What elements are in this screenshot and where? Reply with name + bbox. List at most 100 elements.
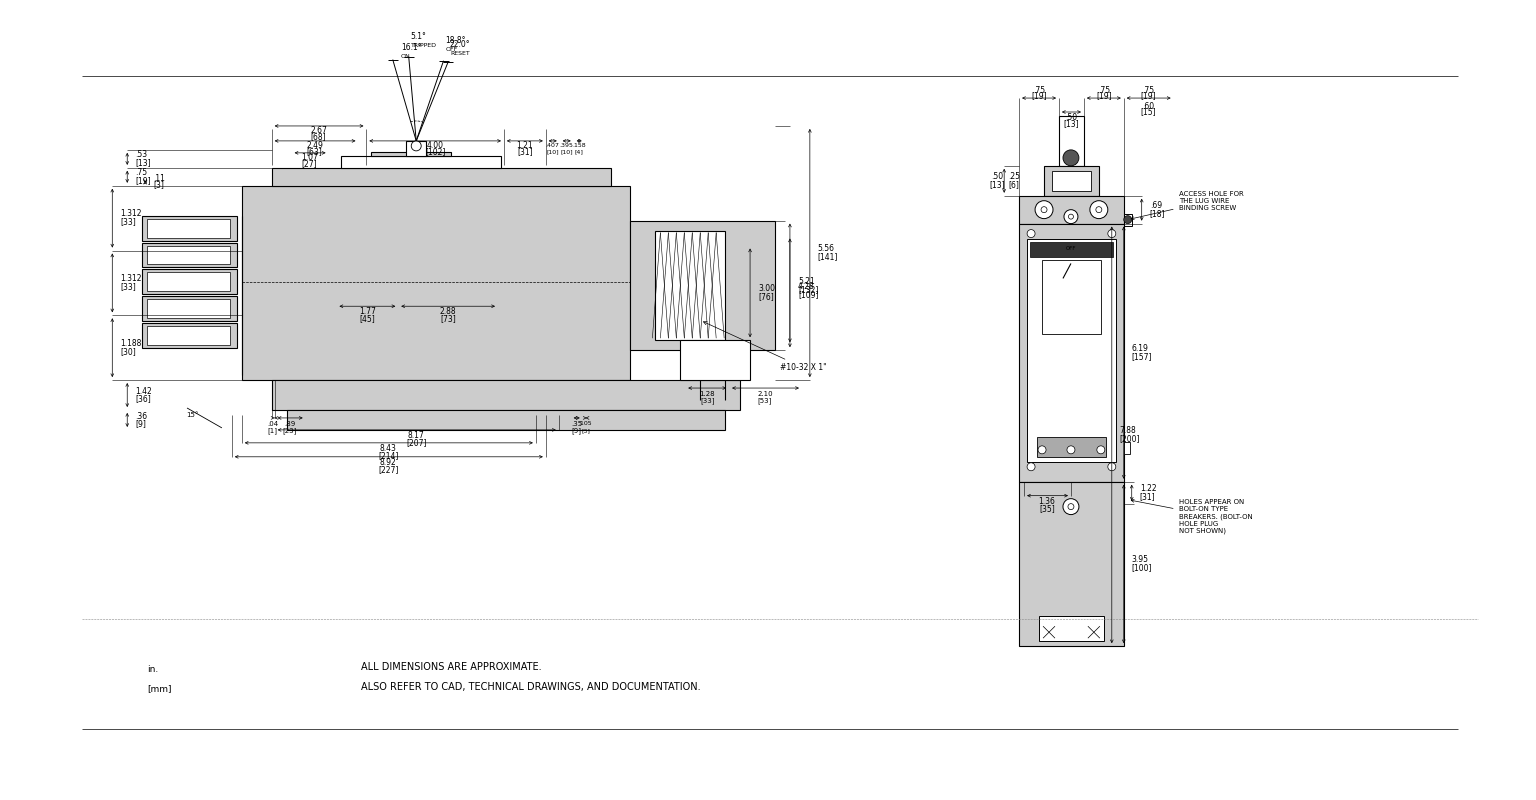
Bar [143,216,237,241]
Text: [227]: [227] [378,466,398,474]
Circle shape [1063,150,1078,166]
Text: .11: .11 [154,174,164,183]
Text: .69: .69 [1149,201,1161,210]
Text: 1.77: 1.77 [359,306,376,316]
Text: [4]: [4] [574,150,584,154]
Bar [147,299,230,318]
Text: ALL DIMENSIONS ARE APPROXIMATE.: ALL DIMENSIONS ARE APPROXIMATE. [361,662,542,672]
Text: .75: .75 [135,168,147,178]
Text: 1.312: 1.312 [120,274,141,283]
Text: [13]: [13] [135,158,151,167]
Bar [1038,616,1104,641]
Text: 2.88: 2.88 [439,306,456,316]
Text: in.: in. [147,665,158,674]
Text: [6]: [6] [1009,180,1020,190]
Text: .25: .25 [1008,172,1020,182]
Text: [30]: [30] [120,346,137,356]
Circle shape [1107,462,1115,470]
Text: 3.00: 3.00 [759,284,776,293]
Text: .35: .35 [571,421,582,427]
Bar [272,380,740,410]
Bar [630,221,776,350]
Circle shape [1069,214,1074,219]
Text: RESET: RESET [450,51,470,56]
Bar [1018,224,1124,482]
Bar [147,246,230,265]
Text: [10]: [10] [547,150,559,154]
Text: [141]: [141] [817,252,839,261]
Text: [207]: [207] [406,438,427,447]
Text: [35]: [35] [1040,504,1055,513]
Text: [15]: [15] [1141,107,1157,117]
Circle shape [1041,206,1048,213]
Bar [143,270,237,294]
Text: [19]: [19] [1031,91,1048,101]
Text: [45]: [45] [359,314,375,322]
Text: [100]: [100] [1132,563,1152,572]
Text: 22.0°: 22.0° [450,40,470,49]
Text: [63]: [63] [307,147,323,156]
Text: [102]: [102] [425,147,445,156]
Text: [109]: [109] [797,290,819,299]
Text: [1]: [1] [267,427,278,434]
Circle shape [1107,230,1115,238]
Text: 2.10: 2.10 [757,391,773,397]
Bar [1018,196,1124,224]
Bar [1041,261,1101,334]
Bar [1124,214,1132,226]
Text: .75: .75 [1098,86,1111,94]
Bar [287,410,725,430]
Circle shape [1035,201,1054,218]
Text: [68]: [68] [310,133,326,142]
Text: [13]: [13] [989,180,1005,190]
Text: 1.28: 1.28 [699,391,716,397]
Text: .158: .158 [571,143,585,148]
Bar [656,230,725,340]
Circle shape [1063,498,1078,514]
Text: [3]: [3] [581,428,590,434]
Text: 8.17: 8.17 [409,431,424,440]
Text: TRIPPED: TRIPPED [410,43,436,48]
Text: [19]: [19] [1097,91,1112,101]
Bar [1018,482,1124,646]
Text: 6.19: 6.19 [1132,344,1149,353]
Text: .50: .50 [991,172,1003,182]
Text: 18.8°: 18.8° [445,36,465,46]
Bar [147,273,230,291]
Text: HOLES APPEAR ON
BOLT-ON TYPE
BREAKERS. (BOLT-ON
HOLE PLUG
NOT SHOWN): HOLES APPEAR ON BOLT-ON TYPE BREAKERS. (… [1130,499,1252,534]
Bar [143,242,237,267]
Text: 1.22: 1.22 [1140,484,1157,493]
Bar [1058,116,1084,166]
Text: [13]: [13] [1063,119,1078,129]
Text: [23]: [23] [283,427,296,434]
Bar [1044,166,1098,196]
Text: [73]: [73] [441,314,456,322]
Bar [272,168,610,186]
Text: [31]: [31] [518,147,533,156]
Text: [mm]: [mm] [147,685,172,694]
Bar [680,340,750,380]
Text: [3]: [3] [154,180,164,190]
Bar [372,152,452,156]
Text: .04: .04 [267,421,278,427]
Text: ALSO REFER TO CAD, TECHNICAL DRAWINGS, AND DOCUMENTATION.: ALSO REFER TO CAD, TECHNICAL DRAWINGS, A… [361,682,700,692]
Text: 1.188: 1.188 [120,338,141,348]
Text: OFF: OFF [445,47,458,52]
Circle shape [1091,201,1107,218]
Text: ON: ON [401,54,410,59]
Text: OFF: OFF [1066,246,1077,251]
Bar [143,323,237,348]
Text: [19]: [19] [135,176,151,186]
Text: 4.28: 4.28 [797,282,814,291]
Text: ACCESS HOLE FOR
THE LUG WIRE
BINDING SCREW: ACCESS HOLE FOR THE LUG WIRE BINDING SCR… [1130,190,1243,219]
Text: [53]: [53] [757,398,773,404]
Text: [9]: [9] [571,427,582,434]
Circle shape [1068,446,1075,454]
Text: .89: .89 [284,421,295,427]
Text: [33]: [33] [120,282,137,291]
Text: 2.67: 2.67 [310,126,327,135]
Text: 8.43: 8.43 [379,444,396,454]
Text: #10-32 X 1": #10-32 X 1" [703,322,826,372]
Text: [19]: [19] [1141,91,1157,101]
Text: 15°: 15° [186,412,198,418]
